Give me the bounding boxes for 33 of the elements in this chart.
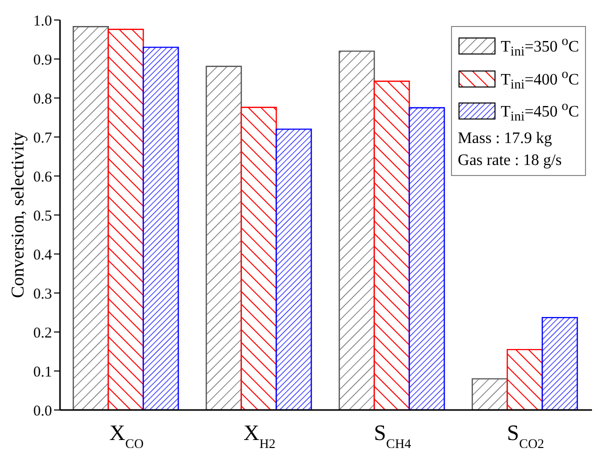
y-tick-label: 0.6 (33, 169, 52, 186)
x-tick-label: X$_{H2}$ (243, 420, 276, 450)
annotation: Gas rate : 18 g/s (458, 150, 563, 171)
bar (408, 107, 445, 410)
bar (276, 128, 312, 410)
legend-label: T$_{ini}$=450 $^{o}$C (500, 97, 579, 126)
y-tick-label: 0.1 (33, 364, 52, 380)
bar (240, 106, 277, 410)
y-axis-title: Conversion, selectivity (7, 132, 28, 298)
y-tick-label: 0.3 (33, 286, 52, 302)
x-tick-label: S$_{CH4}$ (374, 420, 412, 450)
bar (72, 26, 109, 410)
bar (542, 316, 578, 410)
bar (506, 348, 543, 410)
bar (206, 66, 242, 410)
y-tick-label: 0.5 (33, 208, 52, 224)
bar (374, 80, 410, 410)
y-tick-label: 0.2 (33, 325, 52, 342)
y-tick-label: 0.8 (33, 91, 52, 108)
bar (472, 378, 508, 410)
legend-label: T$_{ini}$=350 $^{o}$C (500, 32, 579, 61)
x-tick-label: X$_{CO}$ (109, 420, 144, 450)
y-tick-label: 0.0 (33, 403, 52, 420)
y-tick-label: 1.0 (33, 13, 52, 30)
annotation: Mass : 17.9 kg (458, 128, 553, 149)
legend-label: T$_{ini}$=400 $^{o}$C (500, 64, 579, 94)
y-tick-label: 0.9 (33, 52, 52, 68)
y-tick-label: 0.4 (33, 247, 52, 264)
x-tick-label: S$_{CO2}$ (506, 420, 544, 450)
bar (142, 46, 179, 410)
y-tick-label: 0.7 (33, 130, 52, 146)
bar (338, 50, 375, 410)
bar (108, 28, 144, 410)
